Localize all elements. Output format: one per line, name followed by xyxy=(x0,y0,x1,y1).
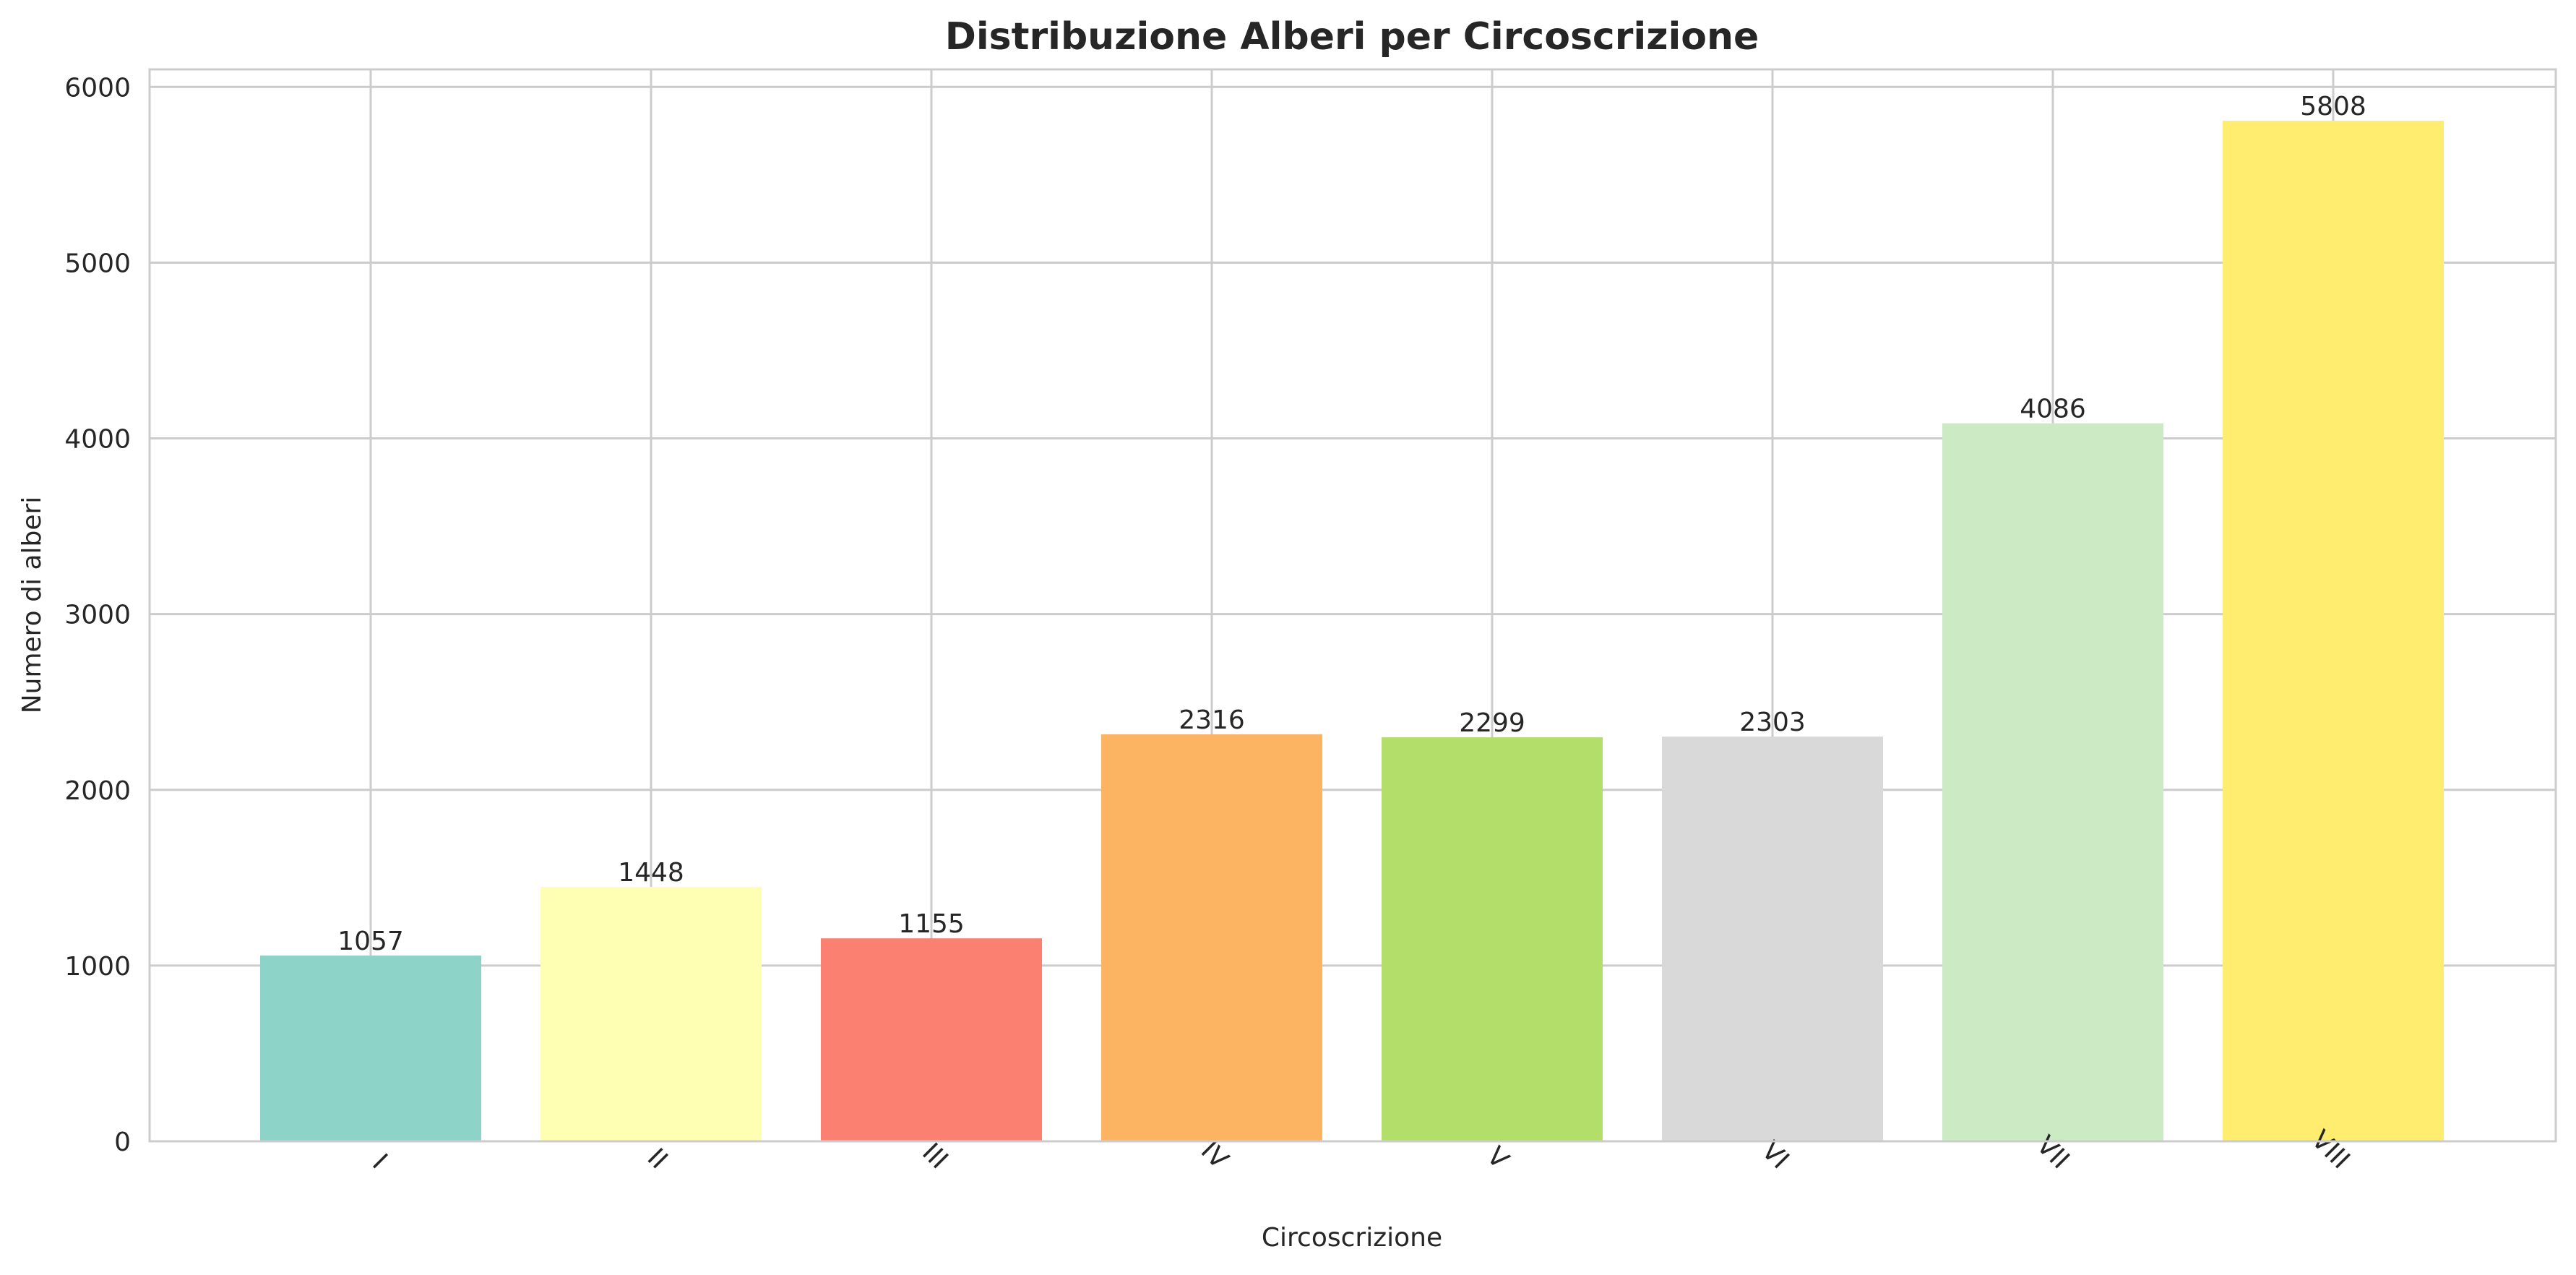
x-axis-label: Circoscrizione xyxy=(1262,1223,1442,1253)
x-tick-label: III xyxy=(916,1138,954,1175)
y-tick-label: 5000 xyxy=(64,249,131,278)
x-tick-label: II xyxy=(642,1143,673,1175)
value-labels: 1057 1448 1155 2316 2299 2303 4086 5808 xyxy=(337,92,2366,956)
bar-value-label: 1057 xyxy=(337,927,404,956)
chart-title: Distribuzione Alberi per Circoscrizione xyxy=(945,15,1759,59)
bar-value-label: 2316 xyxy=(1179,705,1245,735)
bar xyxy=(2223,120,2444,1141)
x-tick-label: I xyxy=(366,1149,393,1175)
y-tick-label: 6000 xyxy=(64,73,131,103)
bar-value-label: 1448 xyxy=(618,858,684,888)
y-axis-label: Numero di alberi xyxy=(17,497,47,714)
bar-value-label: 2299 xyxy=(1459,708,1525,738)
bar-value-label: 1155 xyxy=(898,909,965,939)
bar xyxy=(1101,734,1322,1141)
y-tick-label: 3000 xyxy=(64,601,131,630)
plot-frame xyxy=(148,68,2557,1143)
y-tick-label: 1000 xyxy=(64,952,131,982)
y-tick-label: 0 xyxy=(114,1128,131,1157)
bar-value-label: 4086 xyxy=(2020,395,2086,424)
grid xyxy=(150,69,2556,1143)
bar xyxy=(1942,423,2163,1141)
y-tick-label: 4000 xyxy=(64,425,131,455)
bar xyxy=(260,956,481,1141)
bar-value-label: 2303 xyxy=(1739,708,1806,737)
y-tick-label: 2000 xyxy=(64,776,131,806)
bars xyxy=(260,120,2444,1141)
bar xyxy=(1662,737,1883,1141)
y-axis-ticks: 0 1000 2000 3000 4000 5000 6000 xyxy=(64,73,131,1157)
x-tick-label: V xyxy=(1481,1141,1515,1175)
bar xyxy=(540,886,762,1141)
bar xyxy=(821,938,1042,1141)
bar-value-label: 5808 xyxy=(2300,92,2366,121)
bar xyxy=(1382,737,1603,1141)
